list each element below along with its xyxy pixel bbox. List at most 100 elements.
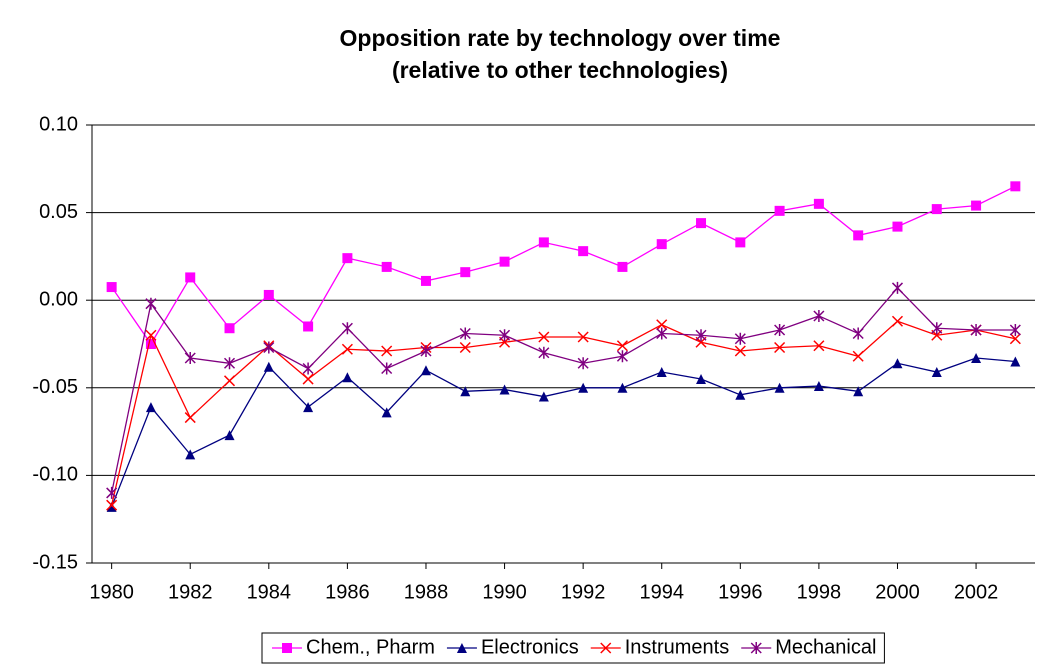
marker [499, 384, 510, 395]
marker [970, 323, 982, 336]
marker [931, 204, 942, 215]
marker [456, 643, 467, 653]
marker [106, 486, 118, 499]
x-tick-label: 1990 [482, 581, 527, 603]
marker [106, 282, 117, 293]
marker [499, 256, 510, 267]
x-tick-label: 1996 [718, 581, 763, 603]
legend-label: Electronics [481, 636, 579, 658]
x-tick-label: 2002 [954, 581, 999, 603]
marker [656, 327, 668, 340]
marker [145, 329, 157, 341]
marker [696, 218, 707, 229]
marker [774, 205, 785, 216]
marker [734, 345, 746, 357]
marker [145, 339, 156, 349]
marker [813, 381, 824, 392]
x-tick-label: 1984 [247, 581, 292, 603]
marker [145, 297, 157, 310]
marker [600, 642, 612, 654]
marker [853, 230, 864, 241]
marker [774, 382, 785, 393]
marker [931, 367, 942, 378]
marker [813, 198, 824, 209]
marker [578, 246, 589, 257]
legend: Chem., Pharm Electronics Instruments Mechan… [261, 632, 885, 664]
marker [695, 329, 707, 342]
marker [617, 261, 628, 272]
marker [578, 382, 589, 393]
marker [1010, 356, 1021, 367]
marker [538, 391, 549, 402]
marker [381, 345, 393, 357]
marker [185, 272, 196, 283]
marker [892, 221, 903, 232]
series-line [111, 185, 1016, 346]
marker [381, 362, 393, 375]
marker [342, 253, 353, 264]
marker [852, 350, 864, 362]
marker [460, 267, 471, 278]
x-tick-label: 1994 [639, 581, 684, 603]
marker [617, 382, 628, 393]
marker [106, 501, 117, 512]
marker [616, 350, 628, 363]
marker [459, 341, 471, 354]
marker [420, 275, 431, 286]
marker [750, 642, 762, 654]
marker [460, 386, 471, 397]
legend-label: Instruments [625, 636, 729, 658]
x-tick-label: 1982 [168, 581, 213, 603]
marker [656, 239, 667, 250]
marker [577, 331, 589, 343]
marker [302, 373, 314, 385]
series-line [111, 286, 1016, 494]
marker [971, 200, 982, 211]
marker [381, 407, 392, 418]
chart-title: Opposition rate by technology over time [340, 25, 781, 51]
y-tick-label: -0.05 [32, 376, 78, 398]
y-tick-label: 0.05 [39, 201, 78, 223]
marker [971, 353, 982, 364]
marker [342, 372, 353, 383]
marker [813, 340, 825, 352]
marker [774, 341, 786, 354]
legend-label: Mechanical [775, 636, 876, 658]
marker [224, 430, 235, 441]
marker [853, 386, 864, 397]
marker [420, 365, 431, 376]
marker [224, 323, 235, 334]
marker [735, 389, 746, 400]
marker [184, 412, 196, 424]
marker [734, 332, 746, 345]
y-tick-label: -0.10 [32, 464, 78, 486]
marker [1009, 333, 1021, 345]
marker [616, 340, 628, 352]
marker [223, 357, 236, 370]
marker [499, 329, 511, 342]
marker [263, 341, 275, 354]
marker [852, 327, 864, 340]
marker [341, 322, 353, 335]
marker [263, 361, 274, 372]
legend-box [261, 632, 885, 664]
x-tick-label: 1988 [404, 581, 449, 603]
marker [459, 327, 471, 340]
marker [696, 374, 707, 385]
marker [892, 358, 903, 369]
legend-label: Chem., Pharm [306, 636, 435, 658]
marker [774, 323, 786, 336]
marker [656, 319, 668, 331]
marker [420, 345, 432, 358]
x-tick-label: 2000 [875, 581, 920, 603]
marker [735, 237, 746, 248]
marker [891, 315, 904, 327]
marker [106, 499, 118, 511]
marker [538, 331, 550, 343]
series-line [111, 320, 1016, 506]
marker [223, 375, 236, 387]
marker [341, 343, 353, 355]
x-tick-label: 1992 [561, 581, 606, 603]
